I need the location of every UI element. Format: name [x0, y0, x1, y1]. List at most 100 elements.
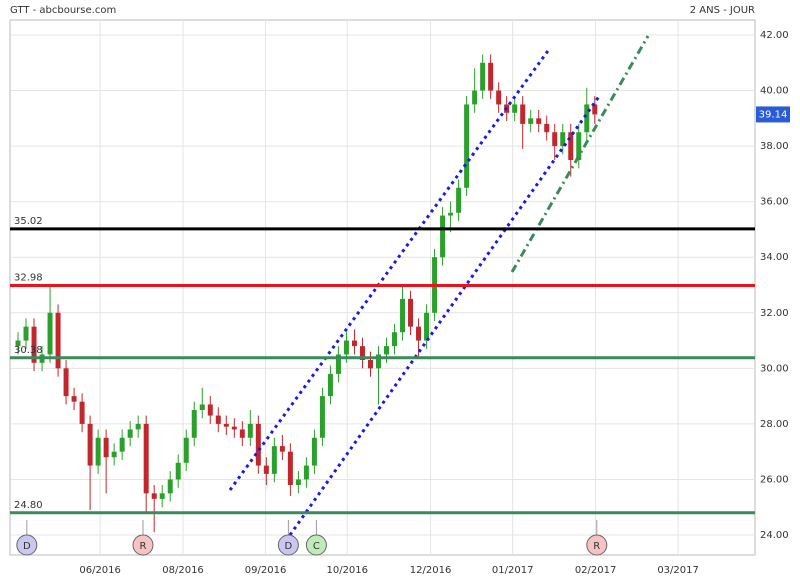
candle-body: [279, 446, 285, 452]
candle-body: [111, 451, 117, 458]
candle-body: [544, 123, 550, 133]
candle-body: [408, 298, 414, 327]
candle-body: [456, 187, 462, 213]
candle-body: [367, 360, 373, 369]
candle-body: [536, 118, 542, 124]
candle-body: [384, 346, 390, 355]
candle-body: [167, 479, 173, 494]
candle-body: [271, 446, 277, 474]
y-tick-label: 26.00: [760, 474, 789, 485]
candle-body: [303, 465, 309, 480]
candle-body: [496, 90, 502, 105]
trend-line: [288, 94, 602, 536]
event-marker: [132, 534, 154, 556]
chart-subtitle: 2 ANS - JOUR: [690, 5, 755, 16]
candle-body: [215, 415, 221, 424]
candle-body: [351, 340, 357, 347]
y-tick-label: 42.00: [760, 30, 789, 41]
candle-body: [375, 354, 381, 369]
candle-body: [472, 90, 478, 105]
candle-body: [392, 332, 398, 347]
candle-body: [464, 104, 470, 188]
y-tick-label: 36.00: [760, 197, 789, 208]
candle-body: [528, 118, 534, 124]
candle-body: [23, 326, 29, 341]
event-label: D: [23, 541, 31, 552]
level-label: 24.80: [14, 500, 43, 511]
level-label: 30.38: [14, 345, 43, 356]
last-price-label: 39.14: [759, 109, 788, 120]
x-tick-label: 02/2017: [575, 565, 617, 576]
y-tick-label: 38.00: [760, 141, 789, 152]
x-tick-label: 06/2016: [79, 565, 121, 576]
candle-body: [584, 104, 590, 133]
candle-body: [87, 423, 93, 466]
candle-body: [247, 423, 253, 438]
x-tick-label: 03/2017: [657, 565, 699, 576]
candle-body: [191, 410, 197, 438]
chart-title: GTT - abcbourse.com: [10, 5, 116, 16]
candle-body: [55, 312, 61, 369]
candle-body: [159, 493, 165, 499]
x-tick-label: 10/2016: [326, 565, 368, 576]
candle-body: [343, 340, 349, 355]
candle-body: [576, 132, 582, 160]
candle-body: [359, 346, 365, 360]
event-marker: [586, 534, 608, 556]
candle-body: [175, 462, 181, 480]
candle-body: [31, 326, 37, 363]
candle-body: [311, 437, 317, 466]
x-tick-label: 12/2016: [410, 565, 452, 576]
event-label: R: [140, 541, 147, 552]
candle-body: [448, 212, 454, 216]
candle-body: [199, 404, 205, 410]
candle-body: [440, 215, 446, 258]
y-tick-label: 24.00: [760, 530, 789, 541]
event-marker: [16, 534, 38, 556]
candle-body: [568, 132, 574, 160]
candle-body: [263, 465, 269, 474]
event-marker: [305, 534, 327, 556]
candle-body: [424, 312, 430, 341]
candle-body: [127, 429, 133, 438]
candle-body: [335, 354, 341, 374]
candle-body: [47, 312, 53, 355]
candle-body: [560, 132, 566, 147]
candle-body: [416, 326, 422, 341]
candle-body: [400, 298, 406, 333]
candle-body: [592, 104, 598, 115]
candle-body: [255, 423, 261, 466]
candle-body: [151, 493, 157, 499]
candle-body: [119, 437, 125, 452]
candle-body: [239, 429, 245, 438]
event-marker: [277, 534, 299, 556]
level-label: 32.98: [14, 273, 43, 284]
y-tick-label: 30.00: [760, 363, 789, 374]
candle-body: [295, 479, 301, 485]
candle-body: [231, 426, 237, 430]
last-price-box: [756, 106, 790, 123]
candle-body: [135, 423, 141, 430]
event-label: C: [313, 541, 320, 552]
level-label: 35.02: [14, 216, 43, 227]
event-label: R: [593, 541, 600, 552]
candle-body: [552, 132, 558, 147]
plot-area: [9, 19, 756, 556]
candle-body: [480, 62, 486, 91]
candle-body: [287, 451, 293, 485]
candle-body: [488, 62, 494, 91]
x-tick-label: 08/2016: [162, 565, 204, 576]
candle-body: [103, 437, 109, 458]
candle-body: [183, 437, 189, 463]
candle-body: [520, 104, 526, 124]
y-tick-label: 34.00: [760, 252, 789, 263]
x-tick-label: 01/2017: [492, 565, 534, 576]
candle-body: [71, 396, 77, 402]
candle-body: [207, 404, 213, 416]
candle-body: [143, 423, 149, 494]
candle-body: [63, 368, 69, 397]
candle-body: [512, 104, 518, 113]
y-tick-label: 28.00: [760, 419, 789, 430]
candle-body: [95, 437, 101, 466]
